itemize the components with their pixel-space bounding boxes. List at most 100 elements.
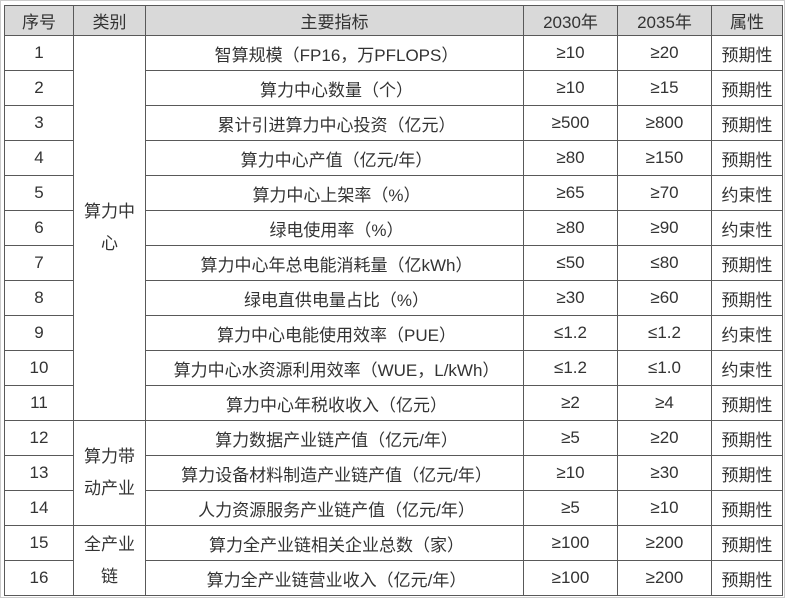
indicator-spec-table: 序号 类别 主要指标 2030年 2035年 属性 1 算力中 心 智算规模（F…: [4, 5, 783, 596]
target-2035-cell: ≤1.0: [617, 350, 712, 386]
attribute-cell: 预期性: [711, 35, 783, 71]
target-2030-cell: ≥65: [523, 175, 618, 211]
table-row: 15 全产业 链 算力全产业链相关企业总数（家） ≥100 ≥200 预期性: [4, 525, 783, 596]
attribute-cell: 预期性: [711, 105, 783, 141]
row-index: 1: [4, 35, 74, 71]
target-2030-cell: ≤50: [523, 245, 618, 281]
target-2030-cell: ≥500: [523, 105, 618, 141]
category-cell-computing-driven-industry: 算力带 动产业: [73, 420, 146, 526]
header-row: 序号 类别 主要指标 2030年 2035年 属性: [4, 5, 783, 36]
target-2035-cell: ≥90: [617, 210, 712, 246]
target-2035-cell: ≥4: [617, 385, 712, 421]
target-2030-cell: ≤1.2: [523, 350, 618, 386]
indicator-cell: 绿电直供电量占比（%）: [145, 280, 524, 316]
table-row: 12 算力带 动产业 算力数据产业链产值（亿元/年） ≥5 ≥20 预期性: [4, 420, 783, 526]
col-header-attribute: 属性: [711, 5, 783, 36]
col-header-2030: 2030年: [523, 5, 618, 36]
target-2035-cell: ≥60: [617, 280, 712, 316]
target-2030-cell: ≥100: [523, 560, 618, 596]
indicator-cell: 算力中心上架率（%）: [145, 175, 524, 211]
indicator-cell: 算力中心电能使用效率（PUE）: [145, 315, 524, 351]
indicator-cell: 算力中心数量（个）: [145, 70, 524, 106]
row-index: 6: [4, 210, 74, 246]
row-index: 9: [4, 315, 74, 351]
target-2035-cell: ≥10: [617, 490, 712, 526]
row-index: 14: [4, 490, 74, 526]
category-cell-computing-center: 算力中 心: [73, 35, 146, 421]
indicator-cell: 人力资源服务产业链产值（亿元/年）: [145, 490, 524, 526]
attribute-cell: 预期性: [711, 420, 783, 456]
target-2030-cell: ≥80: [523, 210, 618, 246]
target-2030-cell: ≥80: [523, 140, 618, 176]
row-index: 3: [4, 105, 74, 141]
indicator-cell: 绿电使用率（%）: [145, 210, 524, 246]
table-row: 5 算力中心上架率（%） ≥65 ≥70 约束性: [4, 175, 783, 211]
attribute-cell: 约束性: [711, 175, 783, 211]
attribute-cell: 预期性: [711, 140, 783, 176]
indicator-cell: 算力中心年总电能消耗量（亿kWh）: [145, 245, 524, 281]
attribute-cell: 预期性: [711, 455, 783, 491]
target-2030-cell: ≤1.2: [523, 315, 618, 351]
target-2030-cell: ≥10: [523, 70, 618, 106]
table-row: 9 算力中心电能使用效率（PUE） ≤1.2 ≤1.2 约束性: [4, 315, 783, 351]
col-header-indicator: 主要指标: [145, 5, 524, 36]
target-2035-cell: ≥70: [617, 175, 712, 211]
table-row: 3 累计引进算力中心投资（亿元） ≥500 ≥800 预期性: [4, 105, 783, 141]
target-2035-cell: ≥30: [617, 455, 712, 491]
row-index: 12: [4, 420, 74, 456]
target-2030-cell: ≥100: [523, 525, 618, 561]
indicator-cell: 算力全产业链营业收入（亿元/年）: [145, 560, 524, 596]
target-2035-cell: ≤1.2: [617, 315, 712, 351]
row-index: 10: [4, 350, 74, 386]
indicator-cell: 智算规模（FP16，万PFLOPS）: [145, 35, 524, 71]
row-index: 11: [4, 385, 74, 421]
row-index: 8: [4, 280, 74, 316]
indicator-cell: 算力中心年税收收入（亿元）: [145, 385, 524, 421]
attribute-cell: 预期性: [711, 525, 783, 561]
col-header-category: 类别: [73, 5, 146, 36]
indicator-cell: 算力数据产业链产值（亿元/年）: [145, 420, 524, 456]
attribute-cell: 预期性: [711, 280, 783, 316]
target-2035-cell: ≥800: [617, 105, 712, 141]
target-2030-cell: ≥10: [523, 35, 618, 71]
indicator-cell: 算力设备材料制造产业链产值（亿元/年）: [145, 455, 524, 491]
indicator-cell: 算力中心产值（亿元/年）: [145, 140, 524, 176]
table-row: 7 算力中心年总电能消耗量（亿kWh） ≤50 ≤80 预期性: [4, 245, 783, 281]
col-header-index: 序号: [4, 5, 74, 36]
attribute-cell: 预期性: [711, 70, 783, 106]
target-2035-cell: ≥150: [617, 140, 712, 176]
target-2035-cell: ≥20: [617, 35, 712, 71]
target-2035-cell: ≤80: [617, 245, 712, 281]
row-index: 2: [4, 70, 74, 106]
table-row: 1 算力中 心 智算规模（FP16，万PFLOPS） ≥10 ≥20 预期性: [4, 35, 783, 421]
row-index: 5: [4, 175, 74, 211]
row-index: 13: [4, 455, 74, 491]
table-row: 14 人力资源服务产业链产值（亿元/年） ≥5 ≥10 预期性: [4, 490, 783, 526]
target-2035-cell: ≥200: [617, 525, 712, 561]
table-row: 10 算力中心水资源利用效率（WUE，L/kWh） ≤1.2 ≤1.0 约束性: [4, 350, 783, 386]
attribute-cell: 约束性: [711, 315, 783, 351]
attribute-cell: 预期性: [711, 560, 783, 596]
target-2030-cell: ≥2: [523, 385, 618, 421]
target-2030-cell: ≥10: [523, 455, 618, 491]
table-row: 6 绿电使用率（%） ≥80 ≥90 约束性: [4, 210, 783, 246]
target-2035-cell: ≥20: [617, 420, 712, 456]
row-index: 15: [4, 525, 74, 561]
target-2030-cell: ≥5: [523, 420, 618, 456]
row-index: 4: [4, 140, 74, 176]
indicator-cell: 算力全产业链相关企业总数（家）: [145, 525, 524, 561]
target-2035-cell: ≥15: [617, 70, 712, 106]
target-2030-cell: ≥5: [523, 490, 618, 526]
attribute-cell: 预期性: [711, 385, 783, 421]
row-index: 7: [4, 245, 74, 281]
col-header-2035: 2035年: [617, 5, 712, 36]
row-index: 16: [4, 560, 74, 596]
attribute-cell: 预期性: [711, 245, 783, 281]
table-row: 11 算力中心年税收收入（亿元） ≥2 ≥4 预期性: [4, 385, 783, 421]
indicator-cell: 算力中心水资源利用效率（WUE，L/kWh）: [145, 350, 524, 386]
indicator-cell: 累计引进算力中心投资（亿元）: [145, 105, 524, 141]
table-row: 16 算力全产业链营业收入（亿元/年） ≥100 ≥200 预期性: [4, 560, 783, 596]
table-row: 4 算力中心产值（亿元/年） ≥80 ≥150 预期性: [4, 140, 783, 176]
target-2030-cell: ≥30: [523, 280, 618, 316]
